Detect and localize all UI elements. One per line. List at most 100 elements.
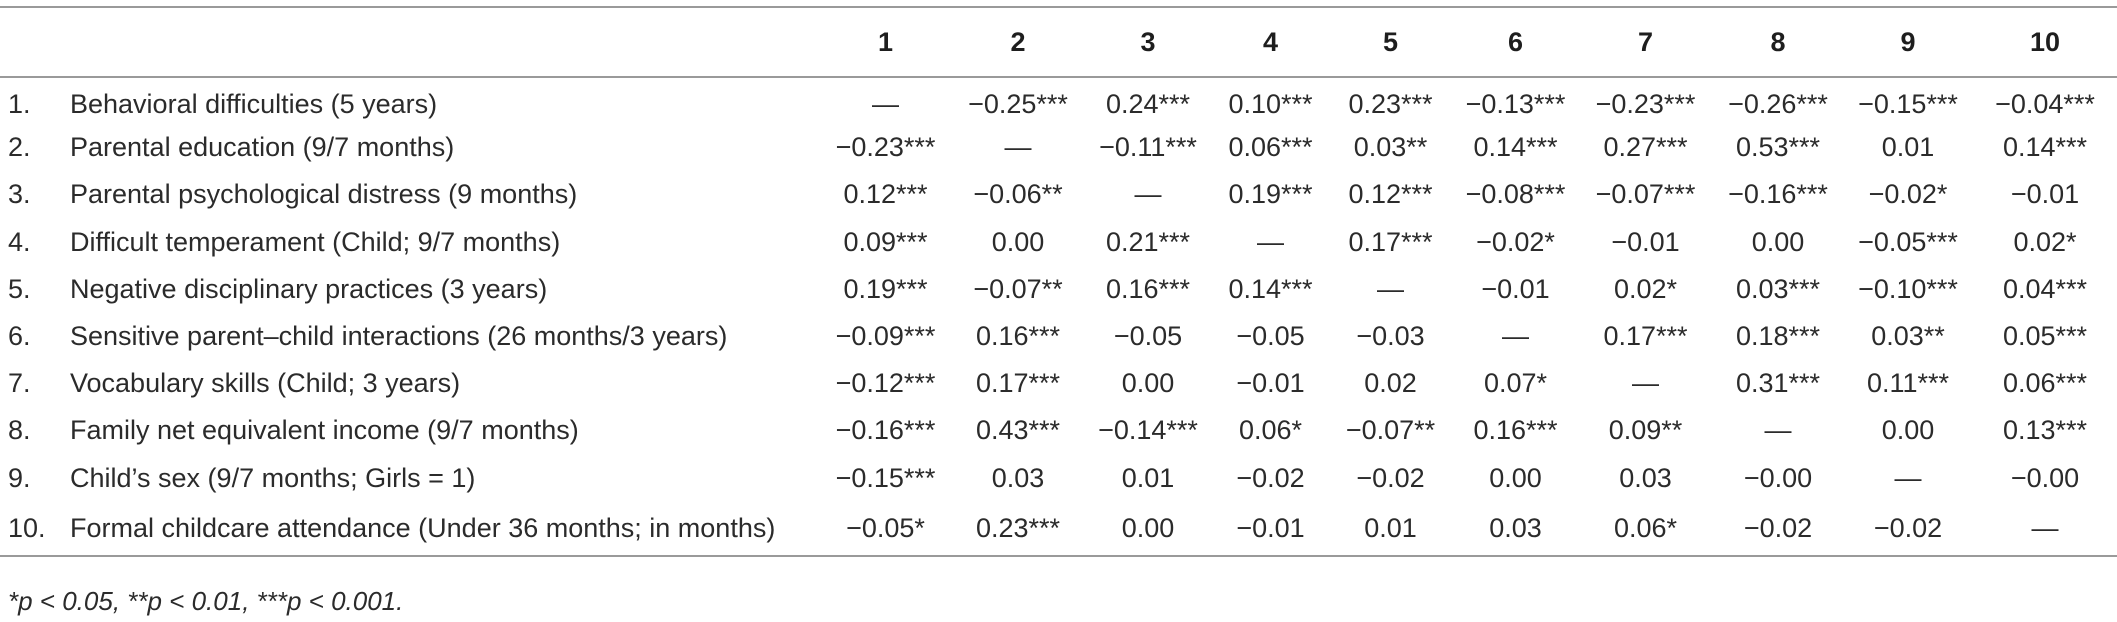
correlation-cell: 0.06*: [1578, 501, 1713, 557]
correlation-cell: −0.23***: [835, 132, 936, 163]
correlation-cell: −0.08***: [1465, 179, 1566, 210]
variable-label: Difficult temperament (Child; 9/7 months…: [70, 226, 561, 257]
table-row: 8. Family net equivalent income (9/7 mont…: [0, 407, 2117, 454]
correlation-cell: 0.00: [1083, 501, 1213, 557]
row-number: 3.: [8, 179, 31, 210]
correlation-cell: 0.00: [1751, 226, 1805, 257]
correlation-cell: −0.05*: [818, 501, 953, 557]
correlation-cell: −0.16***: [835, 415, 936, 446]
correlation-cell: 0.27***: [1603, 132, 1688, 163]
correlation-cell: 0.14***: [1228, 273, 1313, 304]
correlation-cell: −0.06**: [973, 179, 1063, 210]
table-row: 10. Formal childcare attendance (Under 36…: [0, 501, 2117, 557]
correlation-cell: 0.02*: [1613, 273, 1678, 304]
correlation-cell: 0.03: [1453, 501, 1578, 557]
header-row: 1 2 3 4 5 6 7 8 9 10: [0, 6, 2117, 78]
correlation-cell: 0.00: [1881, 415, 1935, 446]
correlation-cell: 0.02*: [2013, 226, 2077, 257]
table-row: 7. Vocabulary skills (Child; 3 years) −0.1…: [0, 360, 2117, 407]
correlation-cell: −0.01: [1236, 368, 1305, 399]
correlation-cell: 0.17***: [1603, 321, 1688, 352]
row-number: 1.: [8, 88, 31, 119]
correlation-cell: −0.02: [1713, 501, 1843, 557]
column-header: 4: [1213, 6, 1328, 78]
correlation-cell: 0.03: [991, 462, 1045, 493]
column-header: 9: [1843, 6, 1973, 78]
row-number: 6.: [8, 321, 31, 352]
correlation-cell: 0.43***: [975, 415, 1061, 446]
correlation-cell: 0.10***: [1228, 88, 1313, 119]
variable-label: Parental education (9/7 months): [70, 132, 455, 163]
header-blank-num: [0, 6, 70, 78]
correlation-cell: 0.07*: [1483, 368, 1548, 399]
correlation-cell: 0.00: [1121, 368, 1175, 399]
correlation-cell: −0.11***: [1099, 132, 1197, 163]
table-row: 9. Child’s sex (9/7 months; Girls = 1) −0.…: [0, 455, 2117, 502]
correlation-cell: −0.00: [1743, 462, 1813, 493]
row-number: 2.: [8, 132, 31, 163]
correlation-cell: 0.14***: [1473, 132, 1558, 163]
correlation-table: 1 2 3 4 5 6 7 8 9 10 1. Behavioral diffic…: [0, 6, 2117, 557]
correlation-cell: 0.12***: [1348, 179, 1433, 210]
correlation-cell: −0.23***: [1595, 88, 1696, 119]
row-number: 4.: [8, 226, 31, 257]
correlation-cell: 0.19***: [1228, 179, 1313, 210]
correlation-cell: −0.12***: [835, 368, 936, 399]
correlation-cell: −0.02: [1356, 462, 1425, 493]
correlation-cell: 0.06*: [1238, 415, 1303, 446]
variable-label: Child’s sex (9/7 months; Girls = 1): [70, 462, 476, 493]
correlation-cell: —: [1764, 415, 1792, 446]
correlation-cell: 0.11***: [1866, 368, 1950, 399]
variable-label: Vocabulary skills (Child; 3 years): [70, 368, 461, 399]
correlation-cell: 0.12***: [843, 179, 928, 210]
column-header: 6: [1453, 6, 1578, 78]
correlation-cell: 0.03***: [1735, 273, 1821, 304]
correlation-cell: −0.10***: [1858, 273, 1958, 304]
correlation-cell: 0.09**: [1608, 415, 1683, 446]
correlation-cell: 0.24***: [1105, 88, 1191, 119]
correlation-cell: 0.00: [991, 226, 1045, 257]
table-row: 3. Parental psychological distress (9 mon…: [0, 171, 2117, 218]
table-row: 2. Parental education (9/7 months) −0.23**…: [0, 124, 2117, 171]
correlation-cell: 0.16***: [1105, 273, 1191, 304]
correlation-cell: −0.13***: [1465, 88, 1566, 119]
correlation-cell: 0.06***: [2002, 368, 2088, 399]
correlation-cell: 0.14***: [2002, 132, 2088, 163]
correlation-cell: −0.25***: [968, 88, 1068, 119]
correlation-cell: −0.15***: [835, 462, 936, 493]
column-header: 7: [1578, 6, 1713, 78]
correlation-cell: −0.02: [1843, 501, 1973, 557]
correlation-cell: —: [1004, 132, 1032, 163]
correlation-cell: —: [1894, 462, 1922, 493]
variable-label: Parental psychological distress (9 month…: [70, 179, 578, 210]
correlation-cell: 0.23***: [1348, 88, 1433, 119]
correlation-cell: 0.03: [1619, 462, 1672, 493]
variable-label: Formal childcare attendance (Under 36 mo…: [70, 501, 818, 557]
correlation-cell: 0.04***: [2002, 273, 2088, 304]
correlation-cell: 0.05***: [2002, 321, 2088, 352]
correlation-cell: —: [1973, 501, 2117, 557]
table-row: 1. Behavioral difficulties (5 years) — −0.2…: [0, 77, 2117, 124]
correlation-cell: 0.31***: [1735, 368, 1821, 399]
correlation-cell: 0.53***: [1735, 132, 1821, 163]
row-number: 9.: [8, 462, 31, 493]
correlation-cell: −0.16***: [1728, 179, 1828, 210]
correlation-cell: 0.18***: [1735, 321, 1821, 352]
correlation-cell: 0.03**: [1871, 321, 1945, 352]
correlation-cell: −0.03: [1356, 321, 1425, 352]
correlation-cell: 0.01: [1881, 132, 1935, 163]
correlation-cell: −0.05: [1236, 321, 1305, 352]
row-number: 5.: [8, 273, 31, 304]
correlation-cell: −0.15***: [1858, 88, 1958, 119]
variable-label: Sensitive parent–child interactions (26 …: [70, 321, 728, 352]
correlation-cell: −0.00: [2010, 462, 2080, 493]
footnote: *p < 0.05, **p < 0.01, ***p < 0.001.: [8, 586, 404, 616]
correlation-cell: −0.09***: [835, 321, 936, 352]
variable-label: Family net equivalent income (9/7 months…: [70, 415, 579, 446]
correlation-cell: −0.01: [2010, 179, 2080, 210]
column-header: 3: [1083, 6, 1213, 78]
correlation-cell: 0.17***: [975, 368, 1061, 399]
column-header: 10: [1973, 6, 2117, 78]
correlation-cell: —: [1134, 179, 1162, 210]
